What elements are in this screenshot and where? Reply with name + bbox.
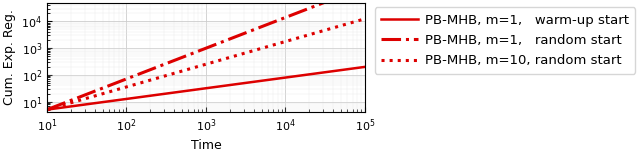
PB-MHB, m=1,   warm-up start bbox=[297, 75, 305, 76]
PB-MHB, m=1,   random start bbox=[262, 24, 269, 26]
PB-MHB, m=10, random start bbox=[361, 18, 369, 20]
PB-MHB, m=1,   warm-up start bbox=[361, 66, 369, 68]
PB-MHB, m=10, random start bbox=[183, 69, 191, 71]
PB-MHB, m=1,   warm-up start bbox=[76, 104, 83, 106]
PB-MHB, m=10, random start bbox=[262, 46, 269, 48]
PB-MHB, m=1,   random start bbox=[297, 11, 305, 13]
X-axis label: Time: Time bbox=[191, 139, 221, 152]
PB-MHB, m=1,   warm-up start bbox=[291, 75, 299, 77]
Legend: PB-MHB, m=1,   warm-up start, PB-MHB, m=1,   random start, PB-MHB, m=10, random : PB-MHB, m=1, warm-up start, PB-MHB, m=1,… bbox=[374, 7, 636, 74]
PB-MHB, m=1,   warm-up start bbox=[183, 90, 191, 92]
Line: PB-MHB, m=1,   warm-up start: PB-MHB, m=1, warm-up start bbox=[47, 67, 365, 110]
Line: PB-MHB, m=10, random start: PB-MHB, m=10, random start bbox=[47, 19, 365, 110]
PB-MHB, m=1,   warm-up start bbox=[43, 109, 51, 111]
PB-MHB, m=10, random start bbox=[43, 109, 51, 111]
PB-MHB, m=1,   random start bbox=[76, 96, 83, 98]
PB-MHB, m=1,   random start bbox=[183, 55, 191, 56]
PB-MHB, m=1,   warm-up start bbox=[172, 91, 179, 93]
PB-MHB, m=10, random start bbox=[297, 36, 305, 38]
Y-axis label: Cum. Exp. Reg.: Cum. Exp. Reg. bbox=[3, 10, 16, 105]
PB-MHB, m=1,   random start bbox=[291, 13, 299, 15]
PB-MHB, m=1,   random start bbox=[43, 109, 51, 111]
PB-MHB, m=10, random start bbox=[172, 72, 179, 74]
PB-MHB, m=1,   warm-up start bbox=[262, 79, 269, 81]
PB-MHB, m=10, random start bbox=[291, 38, 299, 40]
PB-MHB, m=10, random start bbox=[76, 99, 83, 101]
Line: PB-MHB, m=1,   random start: PB-MHB, m=1, random start bbox=[47, 0, 365, 110]
PB-MHB, m=1,   random start bbox=[172, 59, 179, 61]
